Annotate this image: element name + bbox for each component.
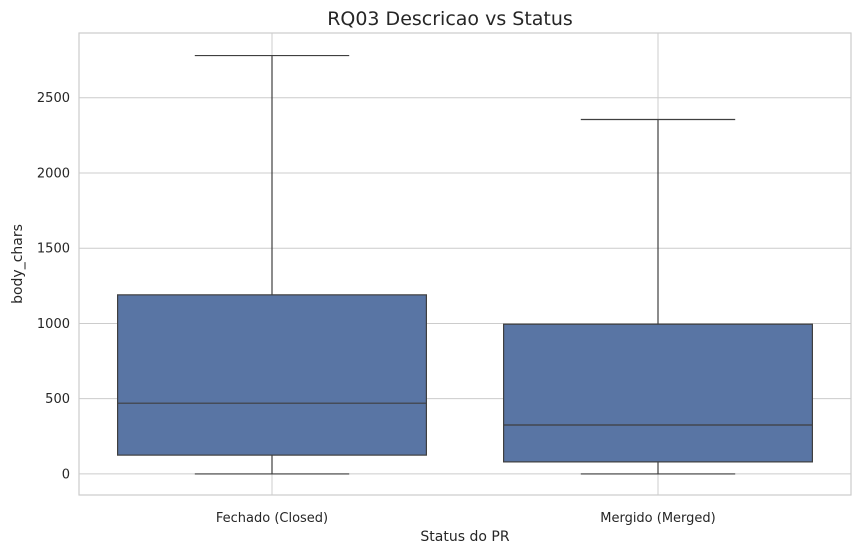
- x-tick-label: Fechado (Closed): [216, 511, 328, 526]
- plot-frame: [78, 32, 852, 496]
- x-tick-label: Mergido (Merged): [600, 511, 716, 526]
- box-group: [116, 54, 427, 475]
- y-tick-label: 0: [62, 467, 70, 482]
- y-tick-label: 1000: [37, 317, 70, 332]
- tick-labels: 0 500 1000 1500 2000 2500 Fechado (Closed) Merg…: [37, 91, 716, 526]
- box-group: [503, 118, 813, 475]
- iqr-box: [116, 294, 427, 456]
- chart-title: RQ03 Descricao vs Status: [327, 8, 573, 30]
- x-axis-label: Status do PR: [420, 529, 509, 545]
- y-axis-label: body_chars: [10, 224, 26, 304]
- iqr-box: [503, 323, 813, 463]
- boxes: [116, 54, 813, 475]
- y-tick-label: 500: [45, 392, 70, 407]
- y-tick-label: 2000: [37, 166, 70, 181]
- y-tick-label: 2500: [37, 91, 70, 106]
- y-tick-label: 1500: [37, 242, 70, 257]
